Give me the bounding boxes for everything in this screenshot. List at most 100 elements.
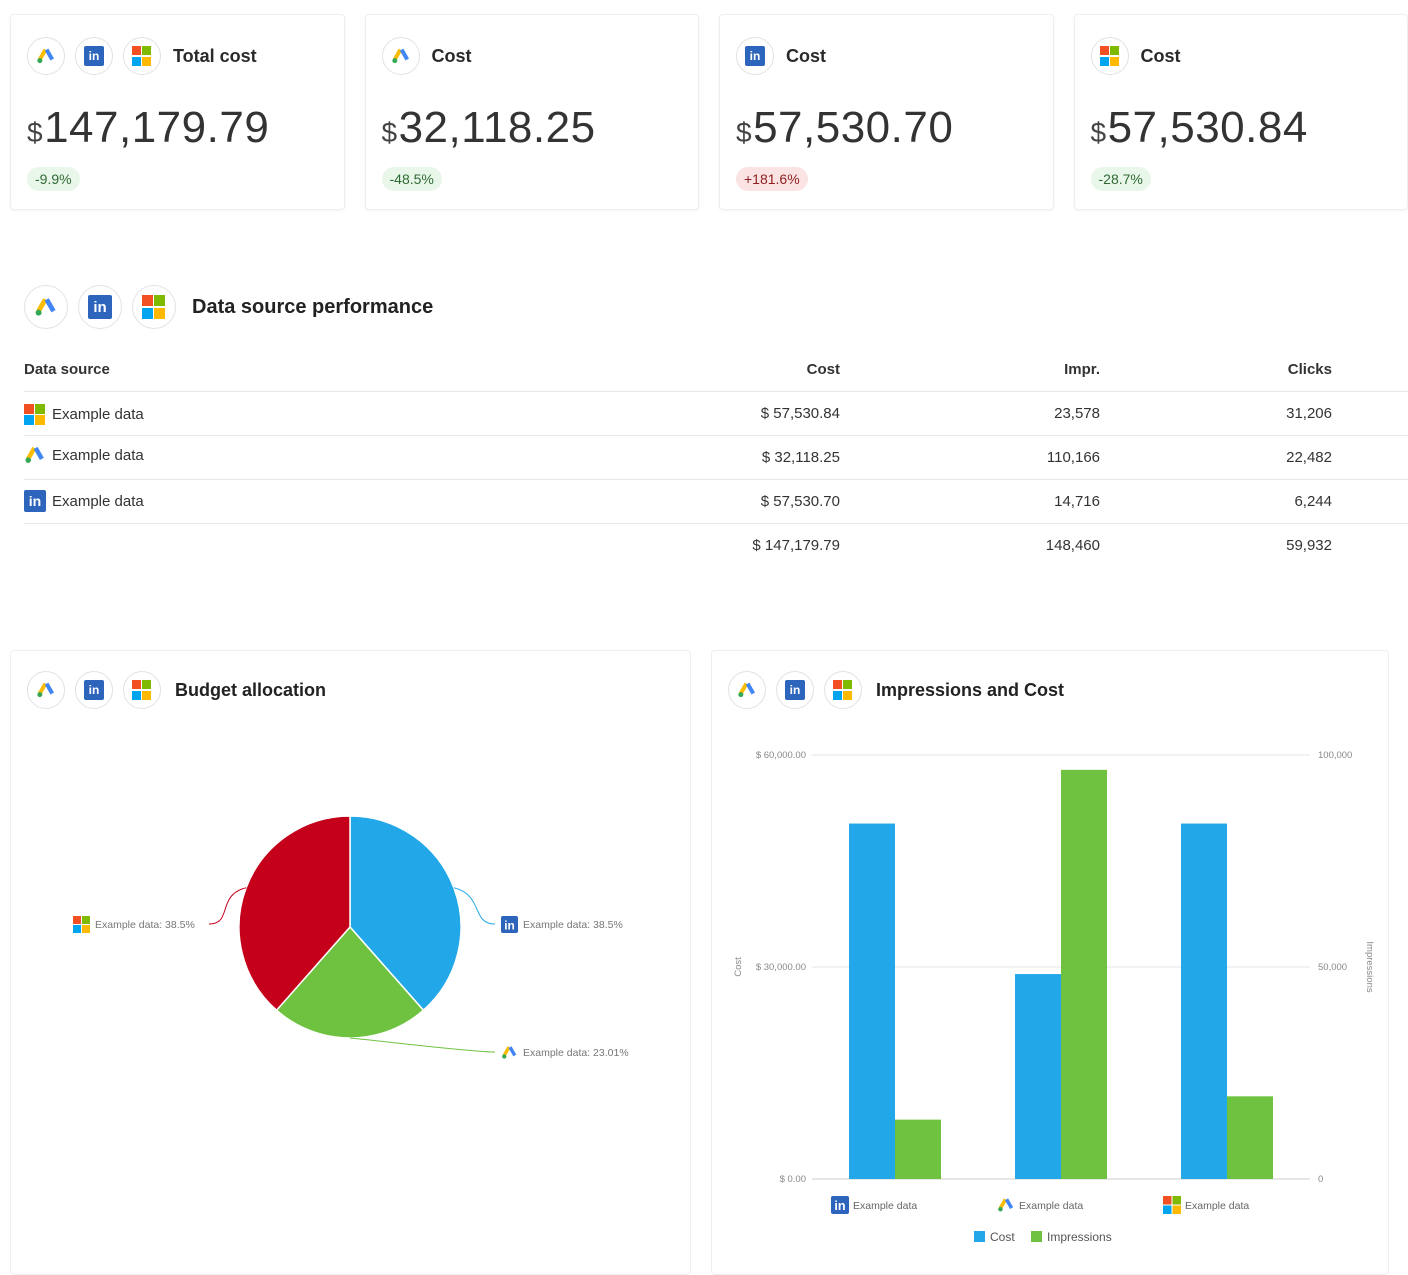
legend-swatch-cost	[974, 1231, 985, 1242]
legend-label-cost[interactable]: Cost	[990, 1230, 1015, 1244]
linkedin-icon: in	[24, 490, 46, 512]
pie-data-label: Example data: 38.5%	[95, 919, 195, 931]
kpi-value: $57,530.84	[1091, 103, 1392, 153]
performance-table: Data source Cost Impr. Clicks Example da…	[24, 355, 1408, 567]
microsoft-icon	[824, 671, 862, 709]
kpi-value: $147,179.79	[27, 103, 328, 153]
kpi-delta-badge: -28.7%	[1090, 167, 1151, 191]
google-ads-icon	[381, 37, 420, 75]
source-cell: Example data	[24, 435, 616, 480]
y2-tick-label: 100,000	[1318, 750, 1352, 761]
clicks-cell: 31,206	[1176, 391, 1408, 436]
kpi-amount: 57,530.70	[753, 103, 954, 152]
bar-impressions[interactable]	[895, 1119, 941, 1179]
column-header-cost[interactable]: Cost	[616, 355, 916, 392]
source-name: Example data	[52, 446, 144, 464]
kpi-header: Cost	[1090, 37, 1392, 75]
svg-text:in: in	[504, 918, 515, 932]
section-header: in Impressions and Cost	[728, 671, 1064, 709]
microsoft-icon	[73, 916, 90, 933]
google-ads-icon	[24, 285, 68, 329]
kpi-card-microsoft-cost[interactable]: Cost $57,530.84 -28.7%	[1073, 14, 1408, 210]
bar-cost[interactable]	[1015, 974, 1061, 1179]
kpi-title: Cost	[786, 45, 826, 66]
total-source-cell	[24, 523, 616, 567]
y-tick-label: $ 30,000.00	[756, 962, 806, 973]
cost-cell: $ 32,118.25	[616, 435, 916, 480]
bar-impressions[interactable]	[1061, 769, 1107, 1179]
bar-cost[interactable]	[849, 823, 895, 1179]
column-header-source[interactable]: Data source	[24, 355, 616, 392]
y2-tick-label: 0	[1318, 1174, 1323, 1185]
table-row[interactable]: Example data $ 57,530.84 23,578 31,206	[24, 391, 1408, 436]
clicks-cell: 6,244	[1176, 479, 1408, 524]
y-tick-label: $ 0.00	[780, 1174, 806, 1185]
impr-cell: 23,578	[916, 391, 1176, 436]
section-title: Data source performance	[192, 295, 434, 318]
linkedin-icon: in	[831, 1196, 849, 1214]
kpi-header: Cost	[381, 37, 683, 75]
microsoft-icon	[123, 671, 161, 709]
kpi-card-total-cost[interactable]: in Total cost $147,179.79 -9.9%	[10, 14, 345, 210]
microsoft-icon	[132, 285, 176, 329]
linkedin-icon: in	[75, 671, 113, 709]
total-cost-cell: $ 147,179.79	[752, 536, 840, 554]
kpi-amount: 57,530.84	[1107, 103, 1308, 152]
kpi-row: in Total cost $147,179.79 -9.9% Cost $32,…	[10, 14, 1408, 212]
chart-title: Impressions and Cost	[876, 679, 1065, 700]
table-total-row: $ 147,179.79 148,460 59,932	[24, 523, 1408, 567]
x-tick-label: Example data	[1185, 1200, 1249, 1212]
pie-connector	[453, 887, 496, 925]
cost-cell: $ 57,530.70	[616, 479, 916, 524]
pie-connector	[349, 1037, 496, 1053]
section-header: in Data source performance	[24, 285, 1408, 329]
chart-title: Budget allocation	[175, 679, 327, 700]
legend-label-impressions[interactable]: Impressions	[1047, 1230, 1112, 1244]
column-header-clicks[interactable]: Clicks	[1176, 355, 1408, 392]
table-row[interactable]: Example data $ 32,118.25 110,166 22,482	[24, 435, 1408, 480]
microsoft-icon	[1163, 1196, 1181, 1214]
microsoft-icon	[24, 403, 46, 426]
x-tick-label: Example data	[1019, 1200, 1083, 1212]
kpi-card-google-cost[interactable]: Cost $32,118.25 -48.5%	[364, 14, 699, 210]
currency-symbol: $	[736, 117, 753, 148]
svg-text:in: in	[834, 1199, 845, 1213]
y-tick-label: $ 60,000.00	[756, 750, 806, 761]
source-name: Example data	[52, 406, 144, 423]
kpi-title: Cost	[431, 45, 472, 66]
microsoft-icon	[123, 37, 161, 75]
x-tick-label: Example data	[853, 1200, 917, 1212]
column-header-impr[interactable]: Impr.	[916, 355, 1176, 392]
linkedin-icon: in	[736, 37, 774, 75]
currency-symbol: $	[27, 117, 44, 148]
linkedin-icon: in	[501, 916, 518, 933]
kpi-header: in Total cost	[27, 37, 328, 75]
linkedin-icon: in	[78, 285, 122, 329]
linkedin-icon: in	[75, 37, 113, 75]
pie-slice[interactable]	[275, 925, 425, 1039]
source-name: Example data	[52, 492, 144, 510]
kpi-title: Cost	[1140, 45, 1181, 66]
google-ads-icon	[502, 1046, 517, 1059]
budget-allocation-card: in Budget allocation in Example data: 38.…	[10, 650, 691, 1275]
google-ads-icon	[27, 671, 65, 709]
currency-symbol: $	[1090, 117, 1107, 148]
kpi-title: Total cost	[173, 45, 257, 66]
bar-cost[interactable]	[1181, 823, 1227, 1179]
pie-slice[interactable]	[349, 815, 462, 1012]
bar-impressions[interactable]	[1227, 1096, 1273, 1179]
impr-cell: 110,166	[916, 435, 1176, 480]
table-row[interactable]: in Example data $ 57,530.70 14,716 6,244	[24, 479, 1408, 524]
budget-pie-chart: in Example data: 38.5% Example data: 23.01…	[73, 815, 629, 1059]
kpi-header: in Cost	[736, 37, 1037, 75]
total-clicks-cell: 59,932	[1286, 536, 1332, 554]
y2-axis-title: Impressions	[1364, 941, 1375, 992]
pie-data-label: Example data: 38.5%	[523, 919, 623, 931]
kpi-card-linkedin-cost[interactable]: in Cost $57,530.70 +181.6%	[719, 14, 1054, 210]
pie-connector	[208, 887, 247, 925]
pie-slice[interactable]	[238, 815, 351, 1012]
kpi-delta-badge: -48.5%	[381, 167, 442, 191]
kpi-amount: 147,179.79	[44, 103, 270, 152]
clicks-cell: 22,482	[1176, 435, 1408, 480]
currency-symbol: $	[381, 117, 398, 148]
